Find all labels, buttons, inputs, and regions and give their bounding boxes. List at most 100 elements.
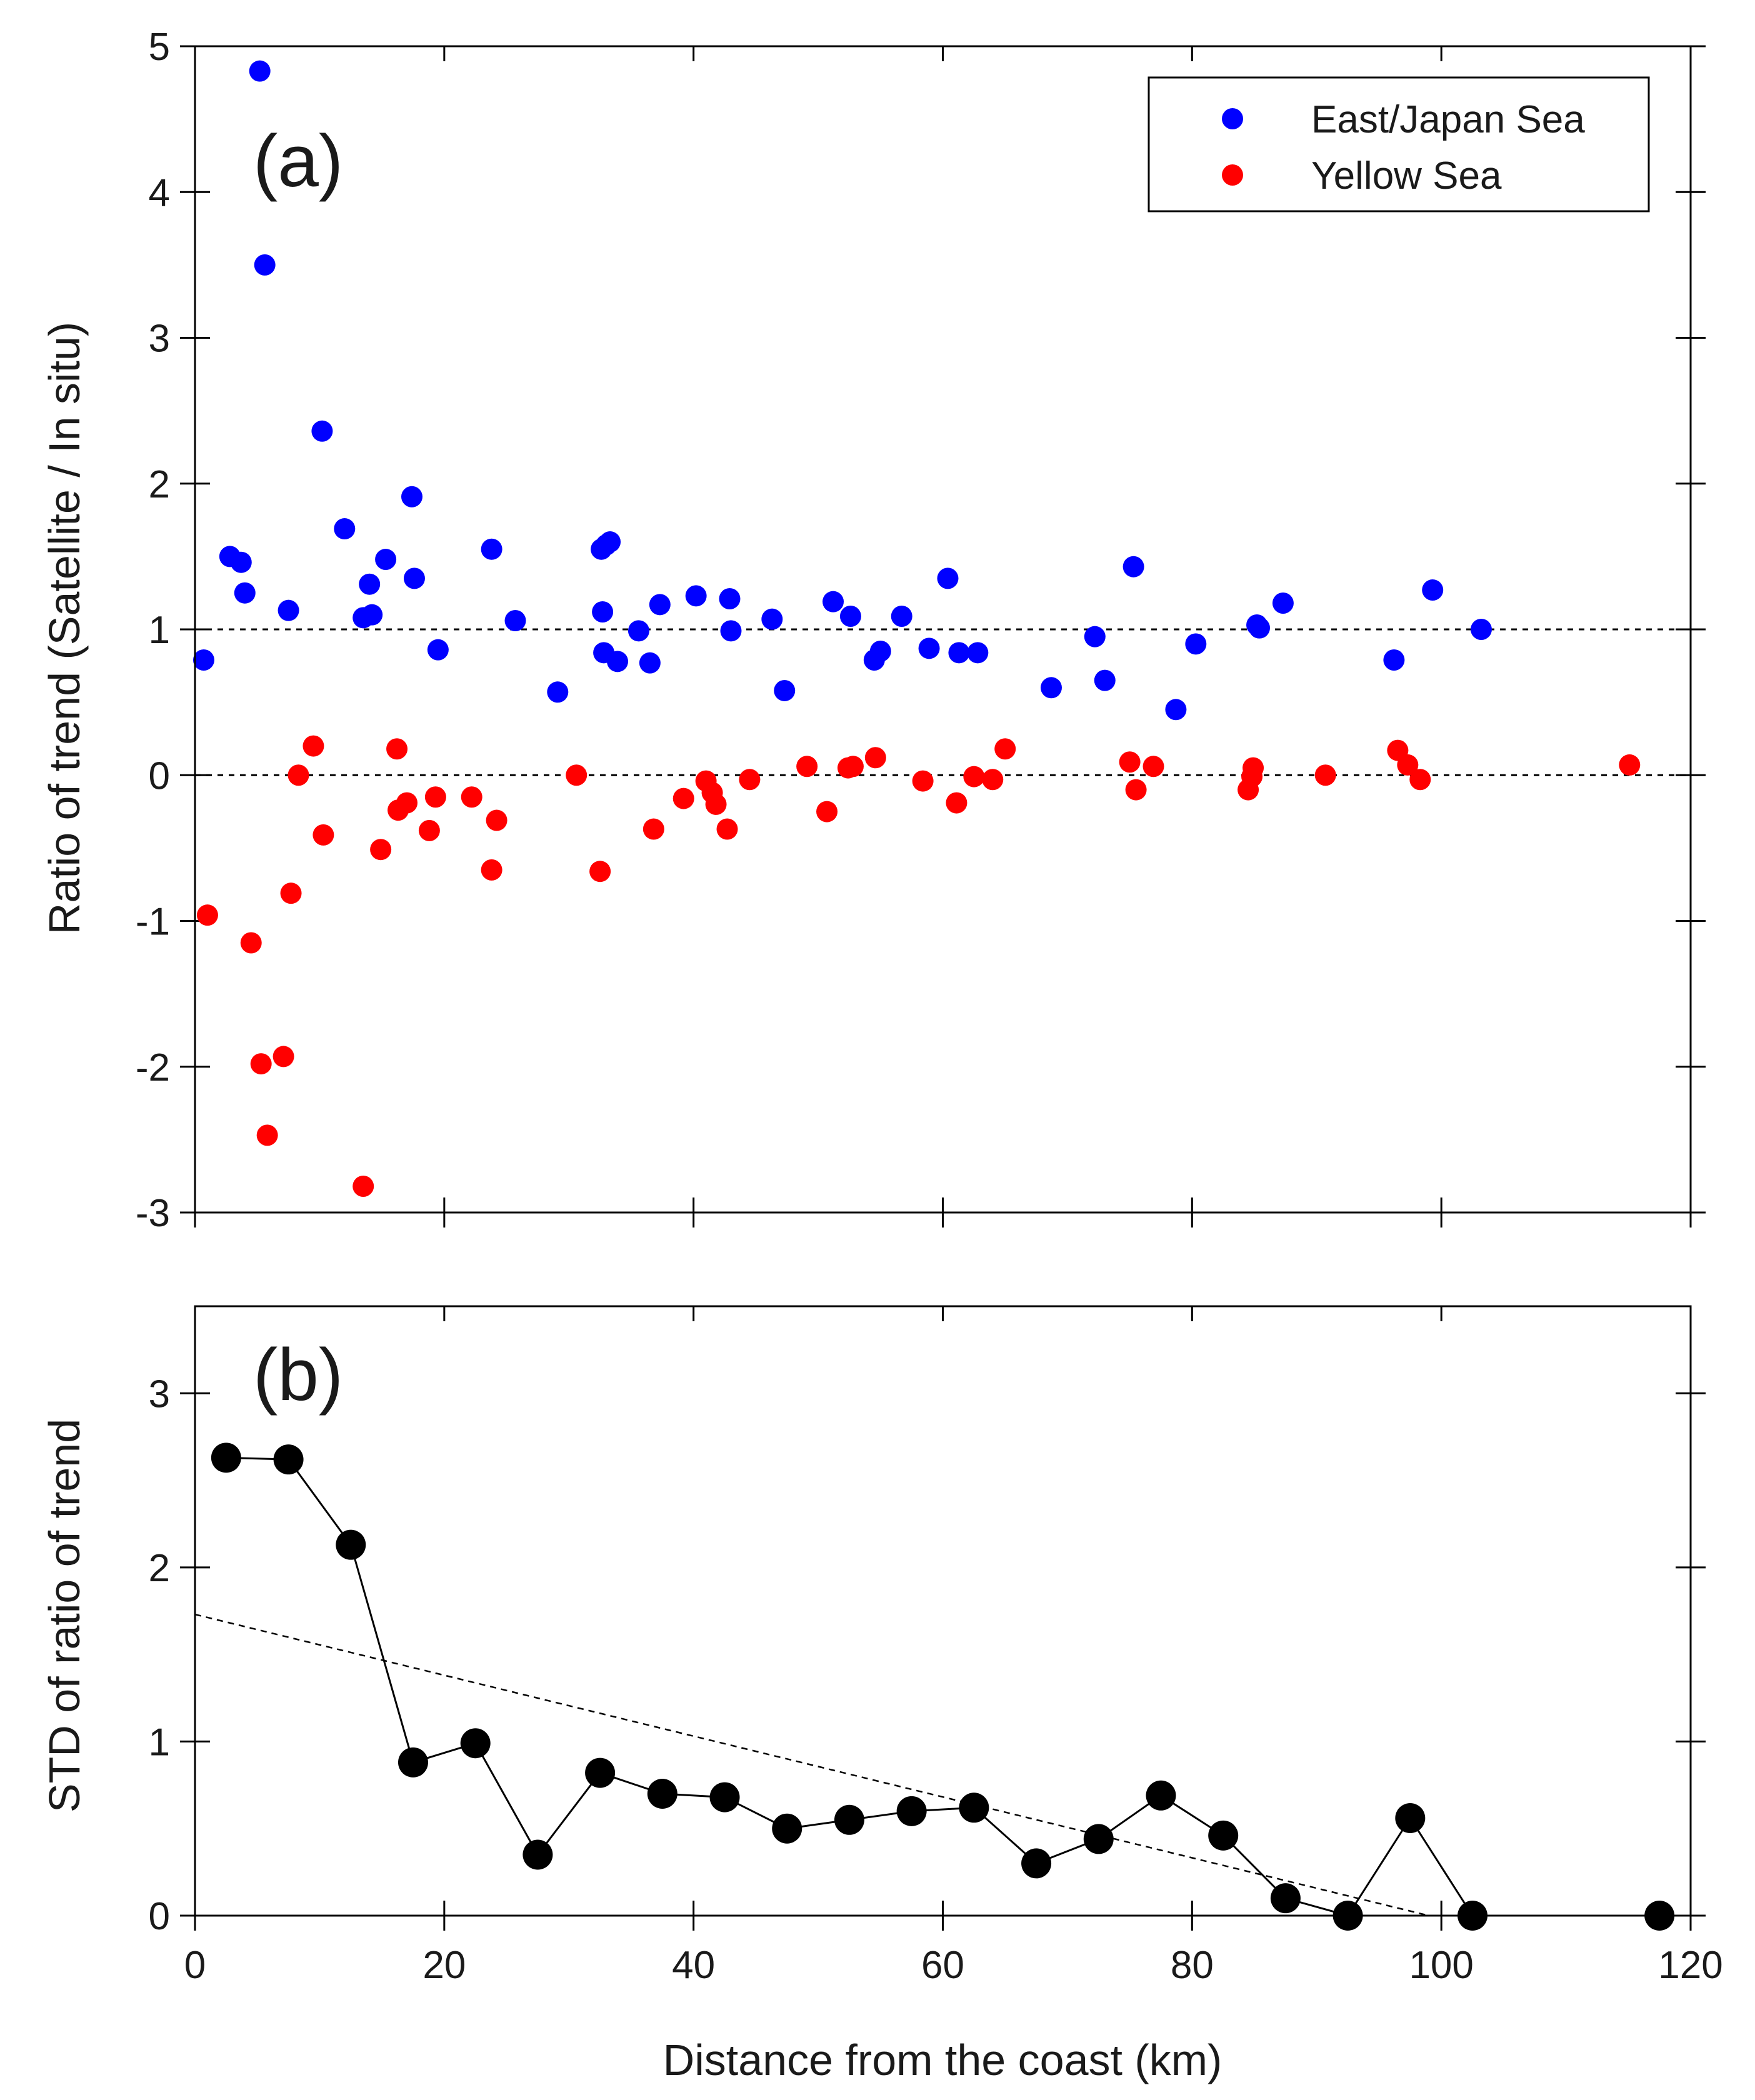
point-yellow-sea xyxy=(486,809,508,831)
series-east-japan-sea xyxy=(192,60,1492,721)
point-yellow-sea xyxy=(280,882,302,904)
point-east-japan-sea xyxy=(869,640,891,662)
y-tick-label: 2 xyxy=(149,463,170,506)
point-east-japan-sea xyxy=(1470,619,1492,640)
point-yellow-sea xyxy=(642,818,664,840)
point-east-japan-sea xyxy=(1084,626,1106,648)
point-yellow-sea xyxy=(196,904,218,926)
legend-box xyxy=(1148,76,1650,212)
point-yellow-sea xyxy=(982,769,1004,791)
reference-lines xyxy=(195,628,1691,776)
x-tick-label: 100 xyxy=(1409,1944,1473,1987)
panel-b-trend xyxy=(194,1613,1429,1917)
point-east-japan-sea xyxy=(918,638,940,659)
point-east-japan-sea xyxy=(937,568,959,589)
point-yellow-sea xyxy=(240,932,262,954)
point-yellow-sea xyxy=(672,788,694,809)
std-line xyxy=(226,1456,1660,1917)
legend: East/Japan Sea Yellow Sea xyxy=(1148,76,1650,212)
std-point xyxy=(1021,1848,1052,1879)
legend-label-east-japan-sea: East/Japan Sea xyxy=(1311,98,1585,141)
point-east-japan-sea xyxy=(234,582,256,604)
point-yellow-sea xyxy=(912,770,934,792)
point-east-japan-sea xyxy=(822,591,844,612)
y-tick-label: 1 xyxy=(149,609,170,652)
point-east-japan-sea xyxy=(685,585,707,607)
point-east-japan-sea xyxy=(628,620,649,642)
point-yellow-sea xyxy=(566,764,588,786)
std-point xyxy=(1083,1824,1114,1854)
point-yellow-sea xyxy=(302,735,324,757)
point-yellow-sea xyxy=(816,801,838,822)
point-east-japan-sea xyxy=(192,649,214,671)
panel-a-label: (a) xyxy=(253,120,343,202)
x-tick-label: 60 xyxy=(921,1944,964,1987)
point-east-japan-sea xyxy=(361,604,383,626)
series-yellow-sea xyxy=(196,735,1641,1198)
point-east-japan-sea xyxy=(720,620,742,642)
point-east-japan-sea xyxy=(1040,677,1062,699)
std-point xyxy=(834,1804,864,1835)
point-east-japan-sea xyxy=(334,518,356,540)
point-east-japan-sea xyxy=(1272,592,1294,614)
std-point xyxy=(647,1779,678,1809)
point-east-japan-sea xyxy=(1249,617,1271,639)
panel-b-series xyxy=(211,1442,1675,1931)
point-yellow-sea xyxy=(1142,756,1164,778)
point-east-japan-sea xyxy=(639,652,661,674)
point-yellow-sea xyxy=(716,818,738,840)
point-yellow-sea xyxy=(424,786,446,808)
point-east-japan-sea xyxy=(891,606,912,628)
point-yellow-sea xyxy=(1619,754,1641,776)
y-tick-label: -2 xyxy=(136,1046,170,1089)
point-east-japan-sea xyxy=(427,639,449,661)
y-tick-label: 3 xyxy=(149,318,170,361)
point-yellow-sea xyxy=(946,792,968,814)
point-east-japan-sea xyxy=(249,60,271,82)
point-east-japan-sea xyxy=(599,531,621,553)
point-east-japan-sea xyxy=(774,679,796,701)
point-yellow-sea xyxy=(272,1046,294,1068)
std-point xyxy=(273,1444,304,1475)
std-point xyxy=(585,1758,616,1788)
std-point xyxy=(1208,1820,1239,1851)
point-east-japan-sea xyxy=(359,573,381,595)
point-yellow-sea xyxy=(1409,769,1431,791)
std-point xyxy=(211,1442,241,1473)
std-point xyxy=(336,1529,366,1560)
point-east-japan-sea xyxy=(1122,556,1144,578)
legend-marker-east-japan-sea xyxy=(1222,108,1243,129)
point-yellow-sea xyxy=(256,1124,278,1146)
point-east-japan-sea xyxy=(1165,699,1187,721)
panel-a-y-axis-title: Ratio of trend (Satellite / In situ) xyxy=(40,322,89,934)
point-yellow-sea xyxy=(1242,757,1264,779)
point-east-japan-sea xyxy=(481,538,502,560)
std-point xyxy=(896,1796,927,1826)
panel-a-points xyxy=(192,60,1641,1198)
point-yellow-sea xyxy=(796,756,818,778)
panel-b-label: (b) xyxy=(253,1334,343,1416)
point-east-japan-sea xyxy=(1383,649,1405,671)
point-east-japan-sea xyxy=(649,594,671,616)
panel-a-frame xyxy=(194,45,1692,1214)
std-point xyxy=(1395,1803,1426,1833)
x-tick-label: 120 xyxy=(1658,1944,1722,1987)
point-yellow-sea xyxy=(352,1176,374,1198)
panel-b-frame xyxy=(194,1305,1692,1917)
panel-b: 0 20 40 60 80 100 120 0 1 2 3 (b) STD of ratio of … xyxy=(40,1305,1723,2084)
point-east-japan-sea xyxy=(1094,669,1116,691)
point-east-japan-sea xyxy=(839,606,861,628)
panel-b-y-axis-title: STD of ratio of trend xyxy=(40,1419,89,1812)
y-tick-label: -1 xyxy=(136,901,170,944)
point-east-japan-sea xyxy=(403,568,425,589)
point-yellow-sea xyxy=(963,766,985,788)
y-tick-label: 1 xyxy=(149,1721,170,1764)
point-yellow-sea xyxy=(481,859,502,881)
trend-line xyxy=(194,1613,1429,1917)
x-tick-label: 0 xyxy=(184,1944,206,1987)
y-tick-label: 0 xyxy=(149,1895,170,1938)
point-east-japan-sea xyxy=(230,551,252,573)
std-point xyxy=(709,1782,740,1812)
point-yellow-sea xyxy=(994,738,1016,760)
